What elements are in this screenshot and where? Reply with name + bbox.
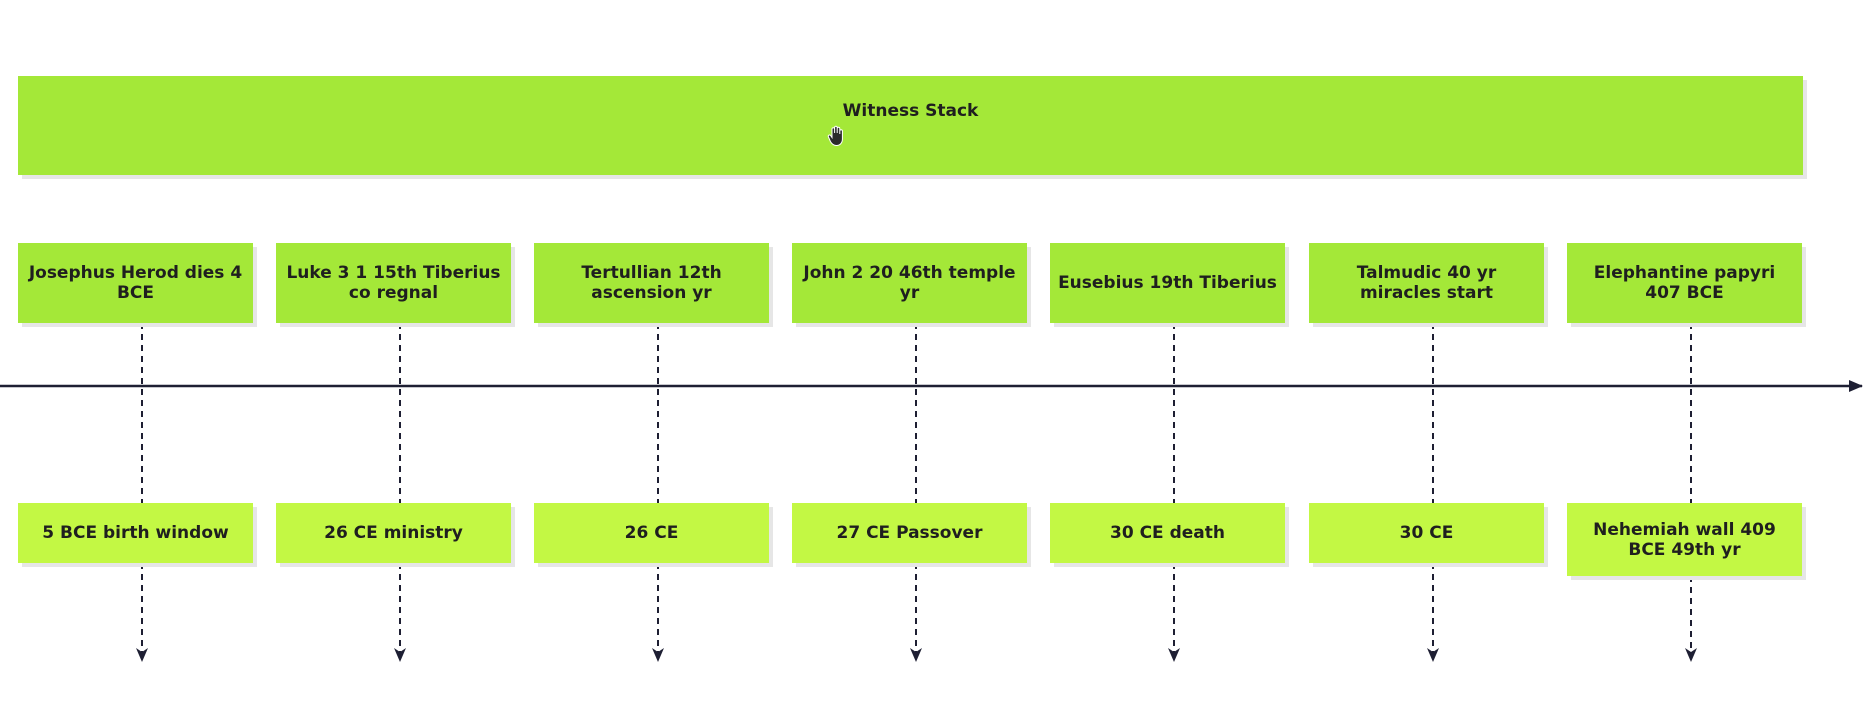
source-box-2[interactable]: Luke 3 1 15th Tiberius co regnal bbox=[276, 243, 511, 323]
arrowhead-icon bbox=[1685, 648, 1697, 662]
source-box-1[interactable]: Josephus Herod dies 4 BCE bbox=[18, 243, 253, 323]
date-label: 30 CE bbox=[1399, 523, 1454, 543]
source-box-4[interactable]: John 2 20 46th temple yr bbox=[792, 243, 1027, 323]
source-label: Elephantine papyri 407 BCE bbox=[1593, 263, 1776, 303]
source-label: Tertullian 12th ascension yr bbox=[581, 263, 722, 303]
date-label: 30 CE death bbox=[1110, 523, 1225, 543]
source-label: Eusebius 19th Tiberius bbox=[1058, 273, 1277, 293]
date-box-6[interactable]: 30 CE bbox=[1309, 503, 1544, 563]
date-label: 5 BCE birth window bbox=[42, 523, 229, 543]
witness-stack-header[interactable]: Witness Stack bbox=[18, 76, 1803, 175]
date-label: 26 CE ministry bbox=[324, 523, 463, 543]
source-box-6[interactable]: Talmudic 40 yr miracles start bbox=[1309, 243, 1544, 323]
hand-grab-icon bbox=[827, 125, 843, 147]
arrowhead-icon bbox=[1168, 648, 1180, 662]
date-box-2[interactable]: 26 CE ministry bbox=[276, 503, 511, 563]
date-box-5[interactable]: 30 CE death bbox=[1050, 503, 1285, 563]
source-label: Talmudic 40 yr miracles start bbox=[1356, 263, 1497, 303]
arrowhead-icon bbox=[910, 648, 922, 662]
source-label: Josephus Herod dies 4 BCE bbox=[28, 263, 243, 303]
arrowhead-icon bbox=[1427, 648, 1439, 662]
source-box-5[interactable]: Eusebius 19th Tiberius bbox=[1050, 243, 1285, 323]
arrowhead-icon bbox=[136, 648, 148, 662]
date-label: 26 CE bbox=[624, 523, 679, 543]
source-box-3[interactable]: Tertullian 12th ascension yr bbox=[534, 243, 769, 323]
source-label: John 2 20 46th temple yr bbox=[803, 263, 1016, 303]
date-box-7[interactable]: Nehemiah wall 409 BCE 49th yr bbox=[1567, 503, 1802, 576]
witness-stack-title: Witness Stack bbox=[842, 101, 979, 121]
date-label: Nehemiah wall 409 BCE 49th yr bbox=[1593, 519, 1776, 560]
arrowhead-icon bbox=[652, 648, 664, 662]
source-box-7[interactable]: Elephantine papyri 407 BCE bbox=[1567, 243, 1802, 323]
date-box-4[interactable]: 27 CE Passover bbox=[792, 503, 1027, 563]
date-box-1[interactable]: 5 BCE birth window bbox=[18, 503, 253, 563]
arrowhead-icon bbox=[394, 648, 406, 662]
date-box-3[interactable]: 26 CE bbox=[534, 503, 769, 563]
date-label: 27 CE Passover bbox=[836, 523, 983, 543]
source-label: Luke 3 1 15th Tiberius co regnal bbox=[286, 263, 501, 303]
